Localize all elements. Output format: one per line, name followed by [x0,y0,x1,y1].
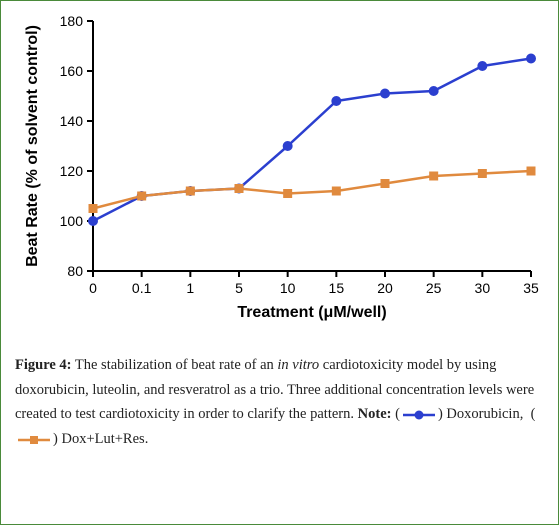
y-tick-label: 80 [67,263,83,279]
series-marker [429,86,439,96]
legend-icon-doxlutres [15,434,53,446]
figure-caption: Figure 4: The stabilization of beat rate… [11,353,548,452]
x-axis-label: Treatment (μM/well) [237,304,386,321]
series-line [93,59,531,222]
x-tick-label: 25 [426,280,442,296]
legend-text-2: Dox+Lut+Res [61,431,144,447]
x-tick-label: 35 [523,280,539,296]
series-marker [527,167,536,176]
series-marker [332,187,341,196]
caption-text-1: The stabilization of beat rate of an [72,357,278,373]
series-marker [477,61,487,71]
x-tick-label: 1 [186,280,194,296]
chart-area: 8010012014016018000.115101520253035Treat… [11,9,548,339]
x-tick-label: 0 [89,280,97,296]
figure-container: 8010012014016018000.115101520253035Treat… [0,0,559,525]
series-marker [283,141,293,151]
y-axis-label: Beat Rate (% of solvent control) [24,25,41,267]
legend-icon-doxorubicin [400,409,438,421]
caption-italic: in vitro [277,357,319,373]
series-marker [381,179,390,188]
series-marker [429,172,438,181]
caption-note-label: Note: [358,406,392,422]
series-marker [89,204,98,213]
series-marker [380,89,390,99]
series-marker [478,169,487,178]
series-line [93,171,531,209]
y-tick-label: 180 [60,13,84,29]
series-marker [186,187,195,196]
legend-text-1: Doxorubicin [446,406,519,422]
x-tick-label: 0.1 [132,280,152,296]
series-marker [235,184,244,193]
x-tick-label: 20 [377,280,393,296]
series-marker [137,192,146,201]
x-tick-label: 15 [329,280,345,296]
series-marker [331,96,341,106]
series-marker [88,216,98,226]
series-marker [283,189,292,198]
caption-legend-1-wrap: () Doxorubicin, [395,406,530,422]
y-tick-label: 160 [60,63,84,79]
x-tick-label: 5 [235,280,243,296]
y-tick-label: 100 [60,213,84,229]
chart-svg: 8010012014016018000.115101520253035Treat… [11,9,550,339]
caption-label: Figure 4: [15,357,72,373]
y-tick-label: 120 [60,163,84,179]
x-tick-label: 10 [280,280,296,296]
x-tick-label: 30 [475,280,491,296]
y-tick-label: 140 [60,113,84,129]
series-marker [526,54,536,64]
